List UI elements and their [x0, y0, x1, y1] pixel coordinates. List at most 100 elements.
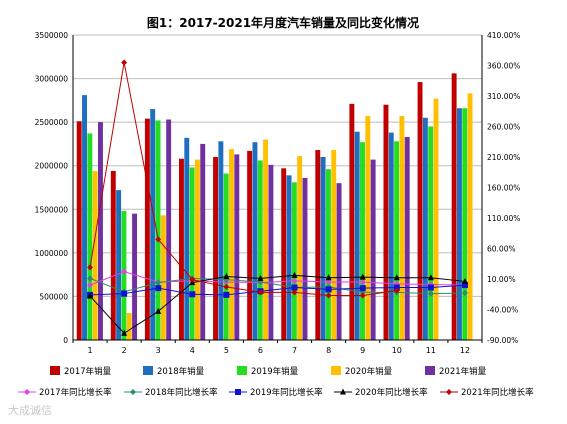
line-point: [461, 277, 468, 284]
x-tick-label: 9: [360, 346, 365, 355]
left-tick-label: 2500000: [35, 118, 69, 127]
bar: [121, 211, 127, 340]
bar: [394, 141, 400, 340]
line-point: [121, 329, 128, 336]
bar: [315, 150, 321, 340]
bar: [218, 141, 224, 340]
bar: [370, 159, 376, 340]
legend-label: 2020年销量: [345, 366, 393, 377]
line-point: [359, 292, 366, 299]
axes: 0 500000 1000000 1500000 2000000 2500000 30000…: [35, 31, 521, 355]
bar: [467, 93, 473, 340]
legend-label: 2020年同比增长率: [355, 387, 428, 398]
line-point: [427, 274, 434, 281]
right-tick-label: 410.00%: [487, 31, 520, 40]
x-tick-label: 7: [292, 346, 297, 355]
bar: [234, 154, 240, 340]
legend-label: 2018年销量: [157, 366, 205, 377]
bar: [302, 177, 308, 340]
right-tick-label: 360.00%: [487, 62, 520, 71]
x-tick-label: 12: [460, 346, 470, 355]
line-point: [87, 264, 94, 271]
bar: [200, 143, 206, 340]
bar: [297, 156, 303, 340]
bar: [433, 98, 439, 340]
x-tick-label: 4: [190, 346, 195, 355]
series-line: [90, 284, 465, 296]
line-point: [393, 284, 400, 291]
bar: [462, 108, 468, 340]
line-point: [393, 287, 400, 294]
line-point: [223, 273, 230, 280]
bar: [422, 117, 428, 341]
line-point: [24, 389, 30, 395]
line-point: [359, 273, 366, 280]
legend-swatch: [331, 366, 341, 375]
bar: [360, 142, 365, 340]
chart-title: 图1：2017-2021年月度汽车销量及同比变化情况: [147, 15, 419, 30]
line-point: [189, 276, 196, 283]
bar: [155, 120, 161, 341]
line-point: [235, 389, 241, 395]
legend-label: 2017年销量: [64, 366, 112, 377]
bar-series-group: [76, 73, 473, 341]
line-point: [87, 275, 94, 282]
line-point: [121, 290, 128, 297]
left-tick-label: 0: [63, 336, 68, 345]
bar: [144, 118, 150, 341]
legend-label: 2021年销量: [439, 366, 487, 377]
bar: [399, 116, 405, 341]
line-point: [257, 289, 264, 296]
bar: [160, 215, 166, 340]
bar: [456, 108, 462, 340]
bar: [184, 137, 190, 340]
watermark-logo: 大成诚信: [8, 404, 52, 417]
series-line: [89, 274, 466, 334]
bar: [98, 122, 103, 341]
bar: [116, 190, 122, 340]
legend-swatch: [143, 366, 153, 375]
line-point: [155, 307, 162, 314]
line-point: [291, 277, 298, 284]
line-point: [461, 290, 468, 297]
bar: [291, 182, 297, 340]
left-tick-label: 1500000: [35, 205, 69, 214]
line-point: [325, 279, 332, 286]
right-tick-label: 160.00%: [487, 184, 520, 193]
line-point: [325, 286, 332, 293]
bar: [286, 175, 292, 340]
bar: [417, 82, 423, 341]
line-series-group: [87, 59, 468, 336]
line-point: [291, 284, 298, 291]
bar: [189, 167, 195, 340]
right-tick-label: -90.00%: [487, 336, 518, 345]
right-tick-label: 10.00%: [487, 275, 516, 284]
line-point: [427, 290, 434, 297]
x-tick-label: 6: [258, 346, 263, 355]
x-tick-label: 5: [224, 346, 229, 355]
bar: [223, 173, 229, 340]
bar: [336, 183, 342, 340]
bar: [320, 157, 326, 340]
series-line: [89, 277, 465, 295]
line-point: [87, 292, 94, 299]
legend-label: 2018年同比增长率: [145, 387, 218, 398]
bar: [194, 159, 200, 340]
line-point: [325, 274, 332, 281]
x-tick-label: 3: [156, 346, 161, 355]
line-point: [291, 289, 298, 296]
x-tick-label: 1: [87, 346, 92, 355]
bar: [451, 73, 457, 340]
left-tick-label: 500000: [39, 292, 68, 301]
bar: [92, 170, 98, 340]
series-line: [89, 62, 397, 296]
legend-label: 2019年销量: [251, 366, 299, 377]
left-tick-label: 3000000: [35, 75, 69, 84]
legend-label: 2017年同比增长率: [39, 387, 112, 398]
bar: [404, 136, 410, 340]
bar: [110, 170, 116, 340]
right-tick-label: 110.00%: [487, 214, 520, 223]
line-point: [257, 274, 264, 281]
line-point: [155, 236, 162, 243]
legend-swatch: [50, 366, 60, 375]
